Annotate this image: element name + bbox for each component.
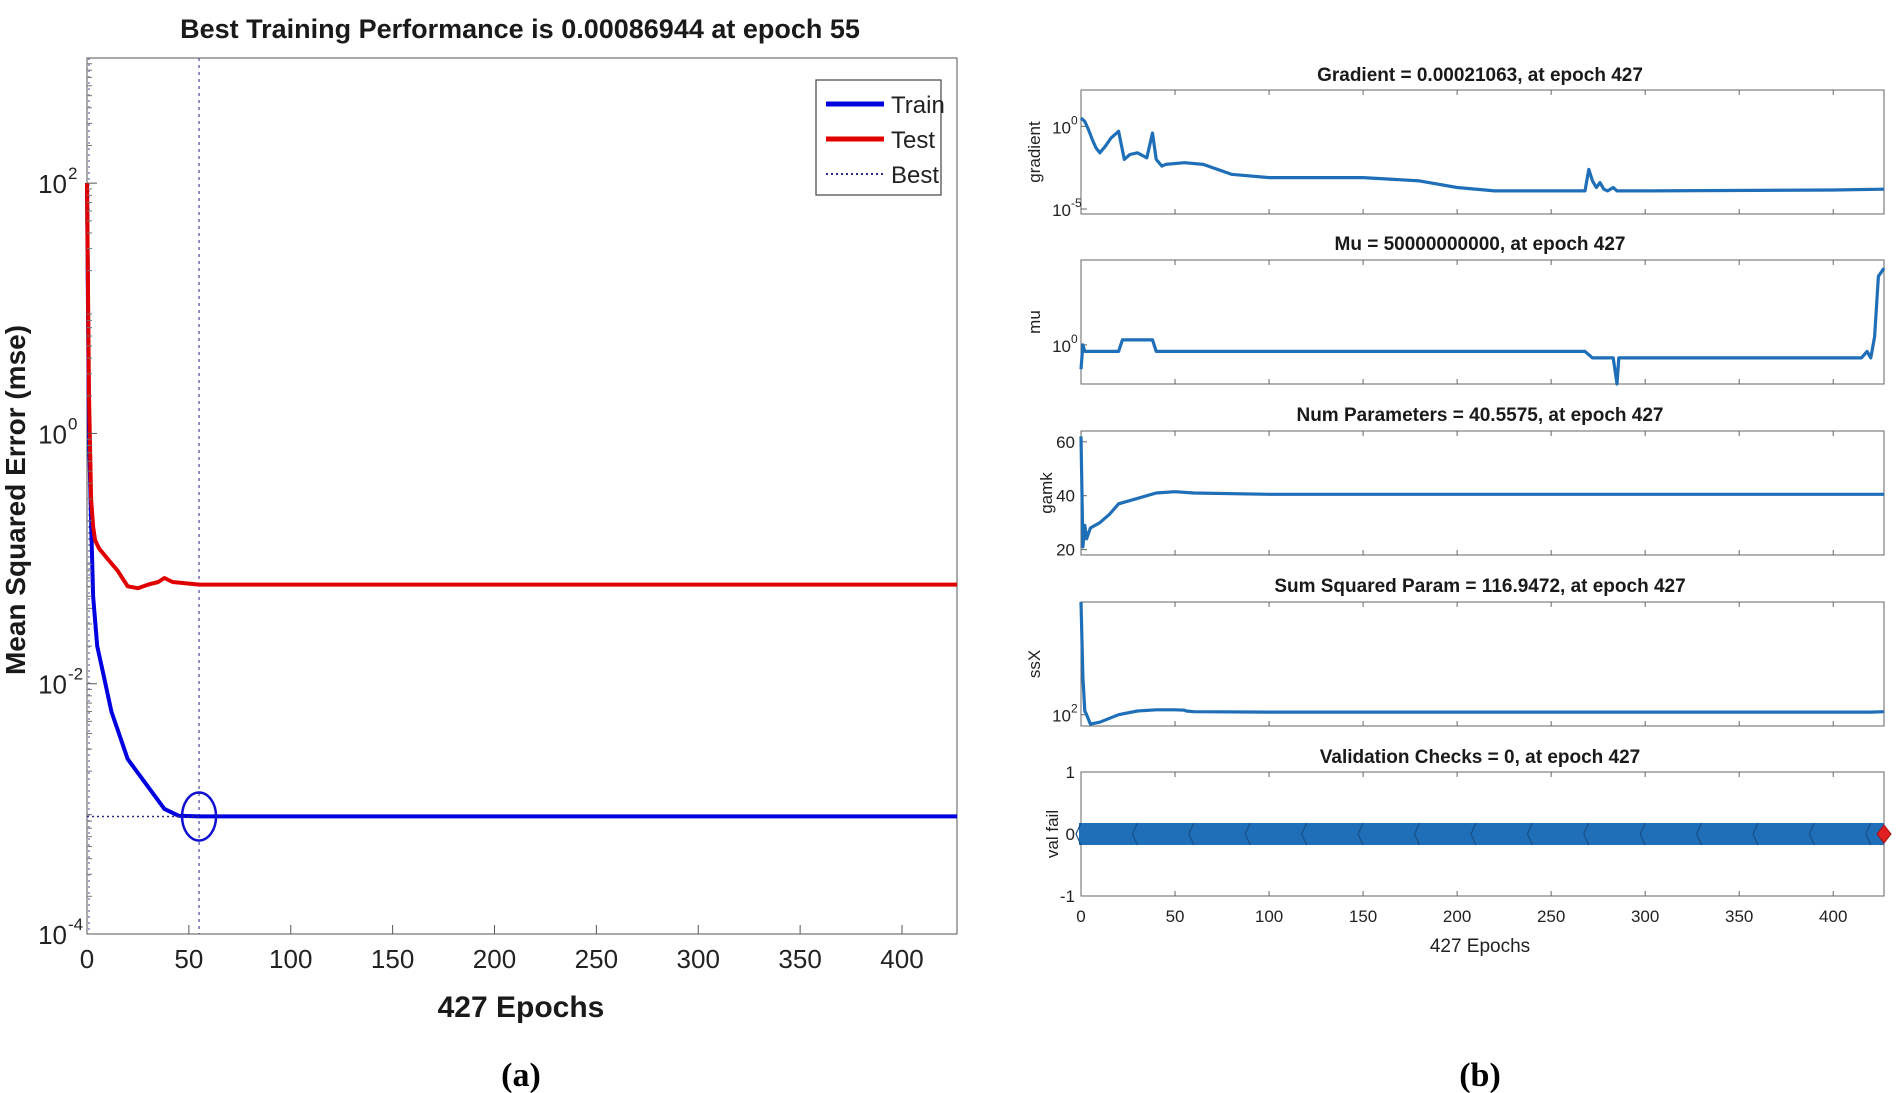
chart-a-ytick-base: 10 — [38, 419, 67, 449]
valfail-marker-band — [1079, 823, 1884, 845]
chart-a-xtick-label: 150 — [371, 944, 414, 974]
chart-b-xtick-label: 200 — [1443, 907, 1471, 926]
valfail-marker — [1188, 822, 1195, 846]
subplot-mu-line — [1079, 267, 1886, 386]
valfail-marker — [1526, 822, 1533, 846]
valfail-marker — [1695, 822, 1703, 846]
subplot-ytick-base: 10 — [1052, 707, 1071, 726]
subplot-ytick-base: 10 — [1052, 201, 1071, 220]
chart-b-xtick-label: 150 — [1349, 907, 1377, 926]
subplot-ytick-base: 10 — [1052, 118, 1071, 137]
panel-a-caption: (a) — [501, 1057, 541, 1093]
subplot-ssx-title: Sum Squared Param = 116.9472, at epoch 4… — [1274, 576, 1685, 597]
valfail-marker — [1244, 822, 1251, 846]
valfail-marker — [1413, 822, 1421, 846]
subplot-gamk-line — [1079, 436, 1884, 549]
valfail-marker — [1357, 822, 1364, 846]
panel-a: Best Training Performance is 0.00086944 … — [0, 14, 958, 1093]
valfail-marker — [1470, 822, 1477, 846]
subplot-ssX-line — [1079, 601, 1885, 726]
chart-a-ytick-exponent: 0 — [68, 414, 77, 433]
chart-a-xlabel: 427 Epochs — [438, 991, 605, 1024]
subplot-gradient-line — [1079, 116, 1885, 193]
chart-b-xticks: 0 50 100 150 200 250 300 350 400 — [1076, 907, 1847, 926]
valfail-marker — [1075, 822, 1082, 846]
chart-a-axes — [86, 57, 958, 935]
legend-train-label: Train — [891, 92, 945, 119]
subplot-gradient-axes — [1080, 89, 1885, 215]
chart-a-legend: Train Test Best — [815, 79, 945, 196]
legend-test-label: Test — [891, 127, 935, 154]
valfail-marker — [1752, 822, 1759, 846]
chart-a-xtick-label: 200 — [473, 944, 516, 974]
subplot-gamk-title: Num Parameters = 40.5575, at epoch 427 — [1296, 405, 1663, 426]
chart-b-xtick-label: 300 — [1631, 907, 1659, 926]
chart-b-xlabel: 427 Epochs — [1430, 936, 1530, 957]
chart-a-xtick-label: 300 — [677, 944, 720, 974]
valfail-marker — [1865, 822, 1872, 846]
chart-b-xtick-label: 50 — [1166, 907, 1185, 926]
chart-a-plot — [85, 58, 957, 934]
subplot-valfail-ylabel: val fail — [1043, 810, 1062, 858]
chart-a-ytick-exponent: -4 — [68, 915, 83, 934]
chart-a-ytick-base: 10 — [38, 920, 67, 950]
subplot-ytick-exponent: 0 — [1071, 113, 1078, 127]
best-point-marker — [180, 791, 218, 842]
panel-b-caption: (b) — [1459, 1057, 1501, 1093]
subplot-gradient-ylabel: gradient — [1025, 121, 1044, 183]
valfail-marker — [1131, 822, 1138, 846]
subplot-ytick-label: 0 — [1066, 825, 1075, 844]
subplot-mu-ylabel: mu — [1025, 310, 1044, 334]
valfail-marker — [1808, 822, 1815, 846]
subplot-ssx-ylabel: ssX — [1025, 650, 1044, 678]
subplot-valfail-title: Validation Checks = 0, at epoch 427 — [1320, 747, 1641, 768]
chart-b-xtick-label: 0 — [1076, 907, 1085, 926]
subplot-ytick-exponent: 2 — [1071, 702, 1078, 716]
subplot-ytick-base: 10 — [1052, 337, 1071, 356]
subplot-ssx-axes — [1080, 601, 1885, 727]
subplot-ytick-label: -1 — [1060, 887, 1075, 906]
subplot-ytick-label: 40 — [1056, 487, 1075, 506]
valfail-marker — [1583, 822, 1590, 846]
subplot-mu-title: Mu = 50000000000, at epoch 427 — [1335, 234, 1626, 255]
panel-b: Gradient = 0.00021063, at epoch 427 grad… — [1025, 65, 1892, 1093]
chart-b-xtick-label: 250 — [1537, 907, 1565, 926]
chart-a-xticks: 0 50 100 150 200 250 300 350 400 — [80, 925, 924, 974]
subplot-ytick-label: 20 — [1056, 541, 1075, 560]
chart-a-xtick-label: 250 — [575, 944, 618, 974]
subplot-ytick-exponent: 0 — [1071, 332, 1078, 346]
series-train-line — [85, 183, 957, 819]
chart-a-xtick-label: 400 — [880, 944, 923, 974]
chart-b-xtick-label: 400 — [1819, 907, 1847, 926]
chart-a-ytick-base: 10 — [38, 670, 67, 700]
chart-a-xtick-label: 50 — [174, 944, 203, 974]
series-test-line — [85, 183, 957, 591]
chart-a-ytick-base: 10 — [38, 169, 67, 199]
chart-a-ytick-exponent: -2 — [68, 665, 83, 684]
legend-best-label: Best — [891, 162, 939, 189]
valfail-final-marker — [1876, 824, 1892, 844]
subplot-gamk-ylabel: gamk — [1037, 472, 1056, 514]
valfail-marker — [1301, 822, 1308, 846]
chart-b-xtick-label: 100 — [1255, 907, 1283, 926]
chart-a-xtick-label: 350 — [778, 944, 821, 974]
chart-a-title: Best Training Performance is 0.00086944 … — [180, 14, 860, 44]
chart-a-xtick-label: 100 — [269, 944, 312, 974]
subplot-ytick-label: 60 — [1056, 433, 1075, 452]
chart-a-xtick-label: 0 — [80, 944, 94, 974]
valfail-marker — [1639, 822, 1646, 846]
chart-b-xtick-label: 350 — [1725, 907, 1753, 926]
subplot-mu-axes — [1080, 259, 1885, 385]
subplot-gradient-title: Gradient = 0.00021063, at epoch 427 — [1317, 65, 1643, 86]
chart-a-ytick-exponent: 2 — [68, 164, 77, 183]
subplot-ytick-exponent: -5 — [1071, 196, 1082, 210]
chart-a-ylabel: Mean Squared Error (mse) — [0, 325, 31, 675]
subplot-ytick-label: 1 — [1066, 763, 1075, 782]
